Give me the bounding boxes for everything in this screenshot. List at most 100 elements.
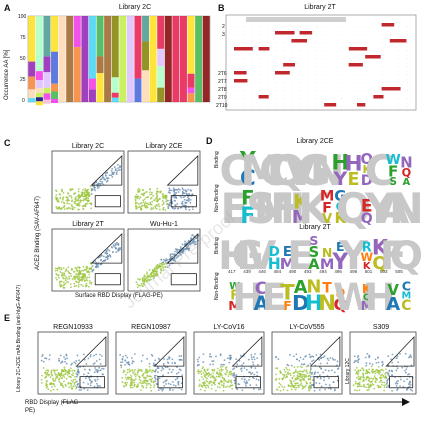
- svg-text:·: ·: [365, 104, 367, 108]
- logo-position-label: 498: [349, 269, 358, 274]
- svg-text:·: ·: [406, 32, 408, 36]
- svg-text:·: ·: [341, 64, 343, 68]
- svg-text:N: N: [318, 291, 336, 316]
- svg-text:·: ·: [349, 24, 351, 28]
- panel-b-sequence-grid: · · · · · · · · · · · · · · · · · · · · · · · · · · · · · · · · · · · · · · · ·…: [225, 14, 417, 111]
- svg-text:·: ·: [259, 24, 261, 28]
- svg-text:·: ·: [332, 88, 334, 92]
- svg-text:E: E: [287, 234, 314, 279]
- composition-segment: [43, 87, 51, 94]
- nonbinding-gate: [94, 273, 121, 286]
- svg-text:·: ·: [308, 56, 310, 60]
- mutation-highlight: [258, 95, 269, 99]
- svg-text:·: ·: [406, 64, 408, 68]
- panel-e-label: E: [4, 313, 11, 323]
- svg-text:·: ·: [250, 64, 252, 68]
- binding-gate: [166, 233, 199, 264]
- svg-text:·: ·: [373, 64, 375, 68]
- panel-b-row-label-2t6: 2T6: [218, 71, 227, 77]
- panel-b-row-label-2t8: 2T8: [218, 87, 227, 93]
- svg-text:·: ·: [390, 64, 392, 68]
- svg-text:·: ·: [308, 48, 310, 52]
- svg-text:·: ·: [250, 40, 252, 44]
- svg-text:·: ·: [390, 48, 392, 52]
- svg-text:·: ·: [406, 72, 408, 76]
- svg-text:M: M: [292, 208, 309, 228]
- panel-b-row-label-2t9: 2T9: [218, 95, 227, 101]
- svg-text:F: F: [241, 187, 254, 210]
- composition-segment: [111, 16, 119, 78]
- svg-text:·: ·: [398, 64, 400, 68]
- svg-text:·: ·: [390, 32, 392, 36]
- mutation-highlight: [365, 55, 381, 59]
- svg-text:·: ·: [316, 56, 318, 60]
- panel-e-xlabel: RBD Display (FLAG-PE): [25, 400, 81, 414]
- svg-text:·: ·: [242, 32, 244, 36]
- nonbinding-gate: [235, 376, 261, 389]
- svg-text:N: N: [389, 184, 423, 233]
- panel-d-label: D: [206, 136, 213, 146]
- svg-text:·: ·: [250, 56, 252, 60]
- mutation-highlight: [348, 47, 368, 51]
- mutation-highlight: [389, 39, 407, 43]
- svg-text:·: ·: [341, 48, 343, 52]
- logo-position-label: 494: [319, 269, 327, 274]
- composition-segment: [119, 16, 127, 102]
- svg-text:·: ·: [324, 48, 326, 52]
- panel-a-ytick-100: 100: [18, 14, 27, 20]
- mutation-highlight: [299, 31, 313, 35]
- svg-text:W: W: [361, 250, 374, 264]
- composition-segment: [35, 101, 43, 106]
- composition-segment: [111, 92, 119, 98]
- svg-text:·: ·: [291, 88, 293, 92]
- composition-segment: [187, 16, 195, 74]
- svg-text:·: ·: [398, 48, 400, 52]
- svg-text:·: ·: [316, 40, 318, 44]
- svg-text:Q: Q: [390, 234, 423, 279]
- svg-text:Y: Y: [239, 148, 257, 173]
- svg-text:·: ·: [357, 40, 359, 44]
- svg-text:·: ·: [406, 80, 408, 84]
- svg-text:·: ·: [234, 64, 236, 68]
- logo-position-label: 496: [334, 269, 342, 274]
- svg-text:·: ·: [349, 104, 351, 108]
- composition-segment: [179, 16, 187, 102]
- svg-text:·: ·: [316, 32, 318, 36]
- svg-text:M: M: [402, 291, 412, 302]
- svg-text:·: ·: [332, 40, 334, 44]
- mutation-highlight: [258, 47, 270, 51]
- svg-text:S: S: [246, 184, 276, 233]
- flow-e4-title: LY-CoV555: [289, 324, 325, 331]
- composition-segment: [35, 80, 43, 89]
- composition-segment: [43, 93, 51, 100]
- svg-text:V: V: [387, 281, 399, 299]
- svg-text:·: ·: [300, 24, 302, 28]
- svg-text:M: M: [240, 146, 281, 195]
- mutation-highlight: [234, 71, 247, 75]
- composition-segment: [142, 16, 150, 42]
- svg-text:·: ·: [267, 80, 269, 84]
- svg-text:·: ·: [250, 72, 252, 76]
- composition-segment: [81, 16, 89, 102]
- binding-gate: [385, 335, 415, 367]
- svg-text:Q: Q: [333, 295, 347, 314]
- svg-text:·: ·: [373, 40, 375, 44]
- svg-text:E: E: [262, 276, 287, 319]
- composition-segment: [73, 47, 81, 102]
- nonbinding-gate: [79, 376, 105, 389]
- composition-segment: [51, 16, 59, 52]
- panel-a-stacked-bar-chart: [27, 15, 211, 106]
- svg-text:·: ·: [373, 80, 375, 84]
- flow-c2-title: Library 2CE: [145, 143, 183, 150]
- composition-segment: [58, 16, 66, 102]
- svg-text:V: V: [246, 234, 277, 279]
- svg-text:·: ·: [242, 88, 244, 92]
- svg-text:C: C: [365, 146, 395, 195]
- binding-gate: [166, 155, 199, 186]
- logo-position-label: 505: [395, 269, 403, 274]
- svg-text:·: ·: [308, 80, 310, 84]
- svg-text:Q: Q: [372, 253, 387, 274]
- svg-text:·: ·: [267, 24, 269, 28]
- svg-text:·: ·: [382, 48, 384, 52]
